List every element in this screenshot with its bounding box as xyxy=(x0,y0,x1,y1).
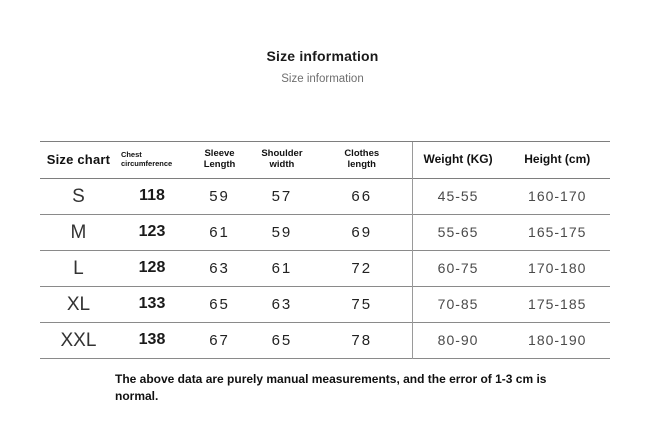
size-label: L xyxy=(73,257,84,279)
sleeve-value: 65 xyxy=(209,295,230,313)
page-subtitle: Size information xyxy=(281,73,364,85)
shoulder-value: 59 xyxy=(271,223,293,241)
weight-range: 70-85 xyxy=(437,296,479,313)
table-vertical-divider xyxy=(411,142,413,359)
measurement-note: The above data are purely manual measure… xyxy=(115,372,547,403)
sleeve-value: 61 xyxy=(209,223,230,241)
header-weight-kg: Weight (KG) xyxy=(423,152,493,167)
size-label: S xyxy=(72,185,85,207)
page-title: Size information xyxy=(266,48,379,64)
header-clothes-length: Clothes length xyxy=(344,148,380,170)
height-range: 175-185 xyxy=(528,296,587,313)
shoulder-value: 65 xyxy=(271,331,293,349)
header-sleeve-length: Sleeve Length xyxy=(203,148,236,170)
header-size-chart: Size chart xyxy=(46,151,111,167)
shoulder-value: 61 xyxy=(271,259,293,277)
sleeve-value: 67 xyxy=(209,331,230,349)
clothes-length-value: 78 xyxy=(351,331,373,349)
shoulder-value: 57 xyxy=(271,187,293,205)
height-range: 180-190 xyxy=(528,332,587,349)
table-row-m: M 123 61 59 69 55-65 165-175 xyxy=(40,215,610,251)
height-range: 160-170 xyxy=(528,188,587,205)
header-chest-circumference: Chest circumference xyxy=(120,150,173,168)
chest-value: 118 xyxy=(139,187,165,205)
chest-value: 128 xyxy=(138,259,166,277)
size-label: XL xyxy=(66,293,91,315)
table-row-xxl: XXL 138 67 65 78 80-90 180-190 xyxy=(40,323,610,359)
table-row-s: S 118 59 57 66 45-55 160-170 xyxy=(40,179,610,215)
height-range: 170-180 xyxy=(528,260,587,277)
weight-range: 80-90 xyxy=(437,332,479,349)
table-row-xl: XL 133 65 63 75 70-85 175-185 xyxy=(40,287,610,323)
size-table: Size chart Chest circumference Sleeve Le… xyxy=(40,141,610,359)
table-header-row: Size chart Chest circumference Sleeve Le… xyxy=(40,142,610,179)
chest-value: 138 xyxy=(138,331,166,349)
weight-range: 60-75 xyxy=(437,260,479,277)
weight-range: 55-65 xyxy=(437,224,479,241)
chest-value: 133 xyxy=(138,295,166,313)
height-range: 165-175 xyxy=(528,224,587,241)
header-shoulder-width: Shoulder width xyxy=(261,148,303,170)
size-label: M xyxy=(70,221,87,243)
shoulder-value: 63 xyxy=(271,295,293,313)
table-row-l: L 128 63 61 72 60-75 170-180 xyxy=(40,251,610,287)
chest-value: 123 xyxy=(138,223,166,241)
header-height-cm: Height (cm) xyxy=(524,152,591,167)
clothes-length-value: 69 xyxy=(351,223,373,241)
weight-range: 45-55 xyxy=(437,188,479,205)
size-label: XXL xyxy=(60,329,97,351)
sleeve-value: 63 xyxy=(209,259,230,277)
clothes-length-value: 72 xyxy=(351,259,373,277)
clothes-length-value: 66 xyxy=(351,187,373,205)
sleeve-value: 59 xyxy=(209,187,230,205)
clothes-length-value: 75 xyxy=(351,295,373,313)
